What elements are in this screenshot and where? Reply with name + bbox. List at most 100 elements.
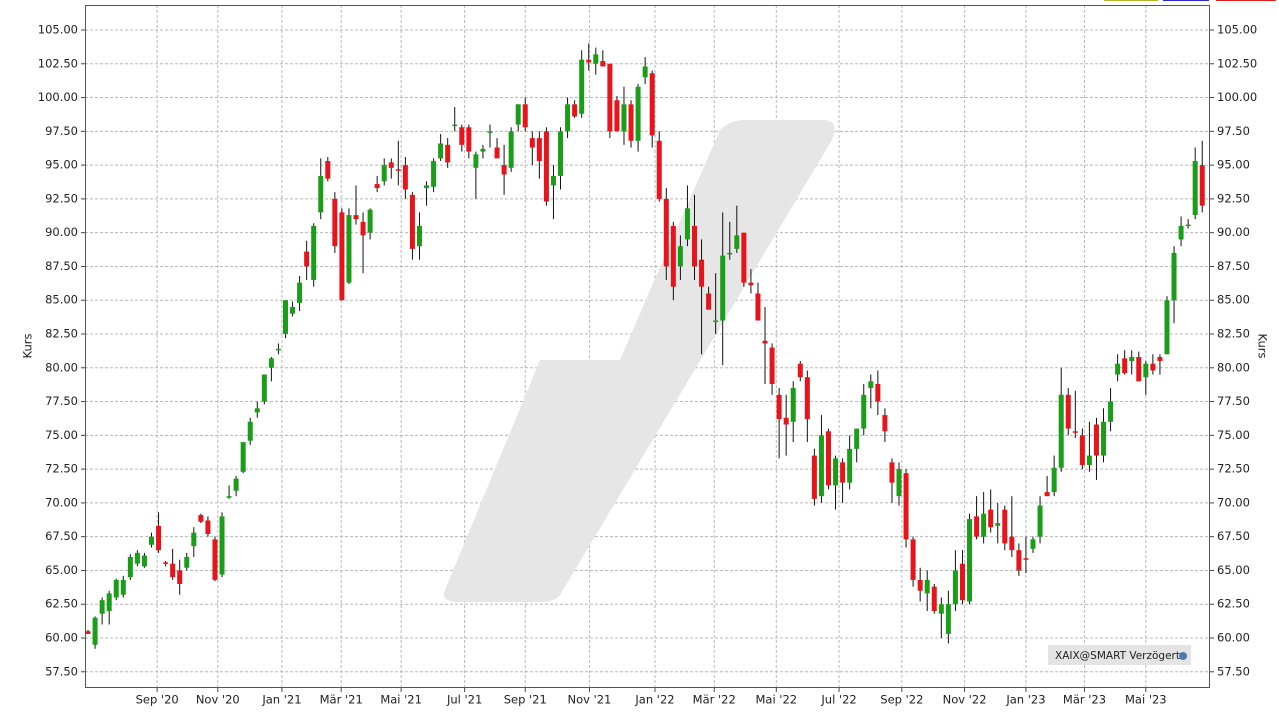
candle-body <box>163 562 169 564</box>
candle-body <box>981 513 987 537</box>
candle-body <box>233 478 239 491</box>
candle-body <box>332 198 338 247</box>
y-tick-label: 80.00 <box>45 360 78 374</box>
x-tick-label: Sep '20 <box>136 693 179 707</box>
candle-body <box>579 59 585 114</box>
candle-body <box>261 374 267 402</box>
y-tick-label: 65.00 <box>45 563 78 577</box>
candle-body <box>684 208 690 240</box>
candle-body <box>515 104 521 125</box>
y-tick-label: 60.00 <box>45 631 78 645</box>
candle-body <box>275 348 281 351</box>
candle-body <box>156 525 162 551</box>
y-tick-label-right: 82.50 <box>1217 327 1250 341</box>
candle-body <box>120 579 126 595</box>
candle-body <box>614 100 620 132</box>
candle-body <box>847 448 853 483</box>
y-tick-label: 72.50 <box>45 462 78 476</box>
candle-body <box>409 194 415 249</box>
candle-body <box>459 127 465 145</box>
y-tick-label: 77.50 <box>45 394 78 408</box>
candle-body <box>917 579 923 591</box>
x-tick-label: Mär '23 <box>1063 693 1106 707</box>
candle-body <box>586 59 592 63</box>
candle-body <box>374 184 380 189</box>
y-tick-label: 82.50 <box>45 327 78 341</box>
candle-body <box>896 469 902 497</box>
candle-body <box>191 532 197 547</box>
candle-body <box>339 212 345 301</box>
candle-body <box>1016 550 1022 571</box>
y-tick-label: 70.00 <box>45 495 78 509</box>
candle-body <box>811 455 817 499</box>
x-tick-label: Jan '22 <box>634 693 674 707</box>
source-label: XAIX@SMART Verzögert <box>1055 650 1180 662</box>
candle-body <box>127 556 133 578</box>
candle-body <box>1136 356 1142 382</box>
candle-body <box>438 143 444 159</box>
candle-body <box>804 377 810 420</box>
candle-body <box>134 552 140 564</box>
candle-body <box>367 209 373 233</box>
y-tick-label: 95.00 <box>45 158 78 172</box>
candle-body <box>945 604 951 634</box>
candle-body <box>247 421 253 441</box>
source-icon <box>1179 652 1187 660</box>
candle-body <box>1037 505 1043 537</box>
candle-body <box>480 148 486 152</box>
candle-body <box>212 539 218 580</box>
x-tick-label: Mai '21 <box>380 693 422 707</box>
y-tick-label-right: 62.50 <box>1217 597 1250 611</box>
candle-body <box>621 104 627 132</box>
y-tick-label-right: 95.00 <box>1217 158 1250 172</box>
candle-body <box>282 300 288 335</box>
candle-body <box>706 293 712 310</box>
candle-body <box>318 175 324 213</box>
candle-body <box>1185 224 1191 227</box>
candle-body <box>99 600 105 614</box>
candle-body <box>494 147 500 159</box>
indicator-swatch[interactable] <box>1163 0 1209 1</box>
candle-body <box>727 252 733 255</box>
candle-body <box>170 563 176 578</box>
candle-body <box>536 138 542 162</box>
candle-body <box>304 251 310 267</box>
candle-body <box>797 363 803 378</box>
y-axis-label-right: Kurs <box>1256 334 1270 359</box>
candle-body <box>1030 539 1036 549</box>
candle-body <box>381 165 387 182</box>
y-tick-label: 62.50 <box>45 597 78 611</box>
y-tick-label: 97.50 <box>45 124 78 138</box>
candle-body <box>692 225 698 267</box>
candle-body <box>177 570 183 584</box>
candle-body <box>1065 394 1071 429</box>
candle-body <box>875 383 881 402</box>
x-tick-label: Mai '22 <box>755 693 797 707</box>
candle-body <box>748 282 754 286</box>
candle-body <box>825 431 831 486</box>
y-tick-label-right: 60.00 <box>1217 631 1250 645</box>
indicator-swatch[interactable] <box>1216 0 1276 1</box>
candle-body <box>1108 401 1114 422</box>
indicator-swatch[interactable] <box>1104 0 1158 1</box>
y-tick-label-right: 80.00 <box>1217 360 1250 374</box>
candle-body <box>938 604 944 614</box>
candle-body <box>198 515 204 522</box>
candle-body <box>910 539 916 580</box>
y-tick-label: 100.00 <box>38 90 78 104</box>
candle-body <box>141 555 147 567</box>
y-tick-label: 105.00 <box>38 22 78 36</box>
y-tick-label-right: 85.00 <box>1217 293 1250 307</box>
candle-body <box>184 556 190 568</box>
candle-body <box>1058 394 1064 468</box>
candle-body <box>219 516 225 575</box>
candle-body <box>1157 356 1163 362</box>
candle-body <box>974 516 980 537</box>
candle-body <box>346 215 352 283</box>
candle-body <box>543 131 549 202</box>
x-tick-label: Mär '22 <box>693 693 736 707</box>
candle-body <box>995 523 1001 526</box>
y-tick-label: 57.50 <box>45 664 78 678</box>
x-tick-label: Jan '21 <box>261 693 301 707</box>
